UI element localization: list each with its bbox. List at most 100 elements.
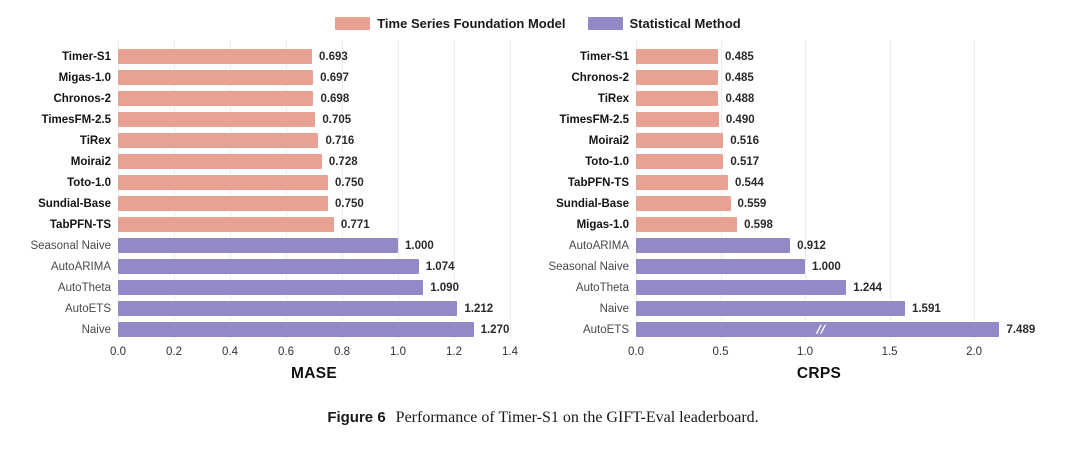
category-label: AutoARIMA <box>568 239 629 252</box>
category-label: Migas-1.0 <box>58 71 111 84</box>
axis-tick-label: 0.5 <box>712 346 729 358</box>
bar-row: 0.771 <box>118 214 510 235</box>
bar-row: 0.488 <box>636 88 1002 109</box>
value-label: 0.517 <box>730 155 760 168</box>
axis-tick-label: 1.5 <box>881 346 898 358</box>
bar <box>636 175 728 190</box>
legend-swatch-foundation-icon <box>335 16 371 30</box>
bar-row: 1.212 <box>118 298 510 319</box>
category-label: AutoTheta <box>57 281 111 294</box>
bar-row: 0.716 <box>118 130 510 151</box>
category-label: AutoTheta <box>575 281 629 294</box>
value-label: 7.489 <box>1006 323 1036 336</box>
crps-x-axis-title: CRPS <box>796 365 842 382</box>
value-label: 1.244 <box>853 281 883 294</box>
value-label: 0.488 <box>725 92 755 105</box>
bar <box>636 49 718 64</box>
value-label: 0.485 <box>724 50 754 63</box>
mase-chart: Timer-S1 Migas-1.0 Chronos-2 TimesFM-2.5 TiR… <box>6 40 518 383</box>
gridline <box>636 40 637 340</box>
category-label: Timer-S1 <box>579 50 629 63</box>
value-label: 1.000 <box>405 239 434 252</box>
category-label: AutoARIMA <box>50 260 111 273</box>
category-label: Moirai2 <box>70 155 111 168</box>
legend-item-foundation-model: Time Series Foundation Model <box>335 15 566 31</box>
value-label: 0.705 <box>322 113 352 126</box>
bar <box>636 70 718 85</box>
bar-row: 0.750 <box>118 172 510 193</box>
bar-row: 1.591 <box>636 298 1002 319</box>
mase-plot-area: 0.693 0.697 0.698 0.705 0.716 0.728 0.750 0.750… <box>118 40 511 340</box>
value-label: 0.490 <box>725 113 755 126</box>
bar-row: 0.698 <box>118 88 510 109</box>
category-label: TiRex <box>79 134 111 147</box>
category-label: Migas-1.0 <box>576 218 629 231</box>
axis-tick-label: 0.6 <box>278 346 294 358</box>
value-label: 0.698 <box>320 92 350 105</box>
bar <box>118 238 398 253</box>
category-label: Chronos-2 <box>53 92 112 105</box>
bar <box>636 238 791 253</box>
chart-legend: Time Series Foundation Model Statistical… <box>0 14 1080 32</box>
axis-tick-label: 1.4 <box>502 346 518 358</box>
bar <box>118 259 419 274</box>
category-label: Moirai2 <box>588 134 629 147</box>
bar-row: 0.705 <box>118 109 510 130</box>
bar <box>636 217 738 232</box>
value-label: 0.771 <box>340 218 370 231</box>
bar <box>118 301 458 316</box>
legend-swatch-statistical-icon <box>587 16 623 30</box>
category-label: Naive <box>599 302 629 315</box>
bar <box>636 91 719 106</box>
gridline <box>174 40 175 340</box>
value-label: 0.750 <box>335 197 364 210</box>
bar-row: 0.728 <box>118 151 510 172</box>
category-label: Toto-1.0 <box>585 155 629 168</box>
bar-row: 0.598 <box>636 214 1002 235</box>
value-label: 0.559 <box>737 197 767 210</box>
gridline <box>510 40 511 340</box>
axis-tick-label: 0.0 <box>628 346 644 358</box>
bar <box>118 175 328 190</box>
value-label: 0.697 <box>320 71 349 84</box>
crps-bars: 0.485 0.485 0.488 0.490 0.516 0.517 0.544 0.559… <box>636 46 1035 340</box>
gridline <box>118 40 119 340</box>
axis-tick-label: 1.2 <box>446 346 462 358</box>
value-label: 0.750 <box>335 176 364 189</box>
value-label: 0.693 <box>319 50 348 63</box>
value-label: 0.485 <box>724 71 754 84</box>
axis-tick-label: 0.4 <box>222 346 238 358</box>
category-label: Seasonal Naive <box>30 239 111 252</box>
crps-category-labels: Timer-S1 Chronos-2 TiRex TimesFM-2.5 Moirai2… <box>540 40 636 383</box>
axis-tick-label: 1.0 <box>797 346 814 358</box>
mase-x-axis: 0.0 0.2 0.4 0.6 0.8 1.0 1.2 1.4 <box>110 344 518 364</box>
legend-label-foundation: Time Series Foundation Model <box>377 15 566 31</box>
axis-tick-label: 0.8 <box>334 346 350 358</box>
bar <box>636 322 1000 337</box>
bar <box>636 259 806 274</box>
figure-caption-text: Performance of Timer-S1 on the GIFT-Eval… <box>395 409 759 426</box>
bar <box>118 154 322 169</box>
gridline <box>974 40 976 340</box>
bar <box>636 154 724 169</box>
bar <box>636 196 731 211</box>
mase-x-axis-title: MASE <box>291 365 337 382</box>
category-label: Sundial-Base <box>38 197 111 210</box>
bar <box>118 280 424 295</box>
gridline <box>286 40 287 340</box>
bar <box>118 322 474 337</box>
value-label: 1.591 <box>911 302 941 315</box>
bar <box>118 70 314 85</box>
gridline <box>889 40 891 340</box>
value-label: 1.090 <box>430 281 459 294</box>
bar-row: 1.244 <box>636 277 1002 298</box>
mase-bars: 0.693 0.697 0.698 0.705 0.716 0.728 0.750 0.750… <box>118 46 510 340</box>
bar-row: //7.489 <box>636 319 1035 340</box>
bar-row: 0.485 <box>636 67 1002 88</box>
bar-row: 1.000 <box>118 235 510 256</box>
bar <box>636 133 724 148</box>
value-label: 1.074 <box>425 260 455 273</box>
axis-tick-label: 1.0 <box>390 346 406 358</box>
gridline <box>454 40 455 340</box>
